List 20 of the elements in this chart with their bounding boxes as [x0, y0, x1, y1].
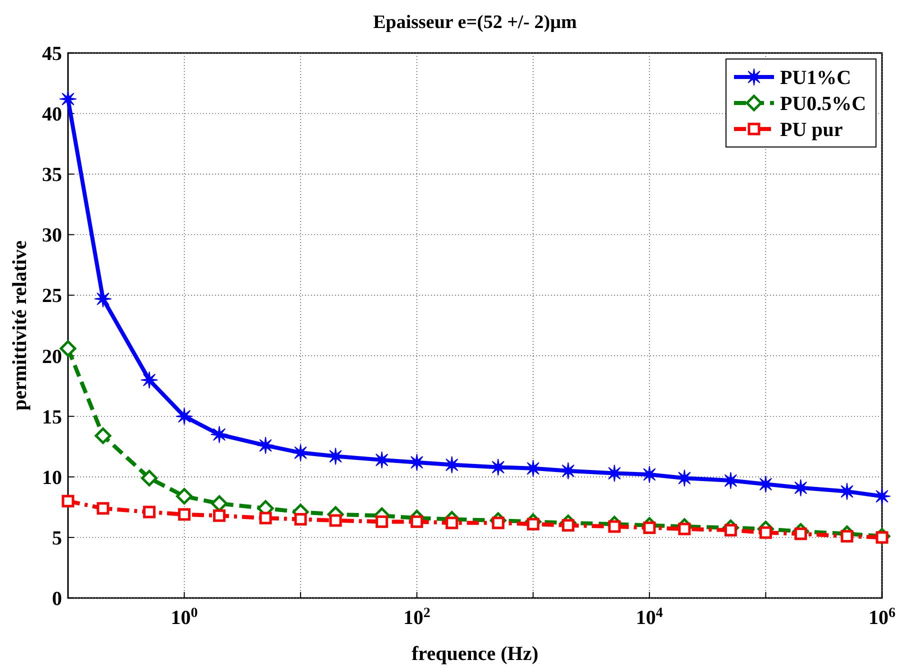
y-tick-label: 20 [42, 346, 62, 368]
y-tick-label: 15 [42, 406, 62, 428]
x-tick-label: 10$^{4}$ [636, 606, 663, 629]
y-tick-label: 40 [42, 104, 62, 126]
y-tick-label: 45 [42, 43, 62, 65]
x-axis-title: frequence (Hz) [412, 643, 538, 665]
y-tick-label: 5 [52, 527, 62, 550]
legend-label: PU pur [780, 119, 843, 141]
legend-label: PU0.5%C [780, 93, 866, 115]
y-axis-title: permittivité relative [9, 240, 31, 411]
y-tick-label: 35 [42, 164, 62, 186]
x-tick-label: 10$^{0}$ [170, 606, 198, 629]
y-tick-label: 25 [42, 285, 62, 308]
y-tick-label: 10 [42, 466, 62, 489]
chart-title: Epaisseur e=(52 +/- 2)µm [373, 12, 578, 33]
y-tick-label: 0 [52, 588, 62, 610]
x-tick-label: 10$^{2}$ [403, 606, 430, 629]
legend-label: PU1%C [780, 67, 852, 89]
y-tick-label: 30 [42, 224, 62, 247]
x-tick-label: 10$^{6}$ [868, 606, 896, 629]
